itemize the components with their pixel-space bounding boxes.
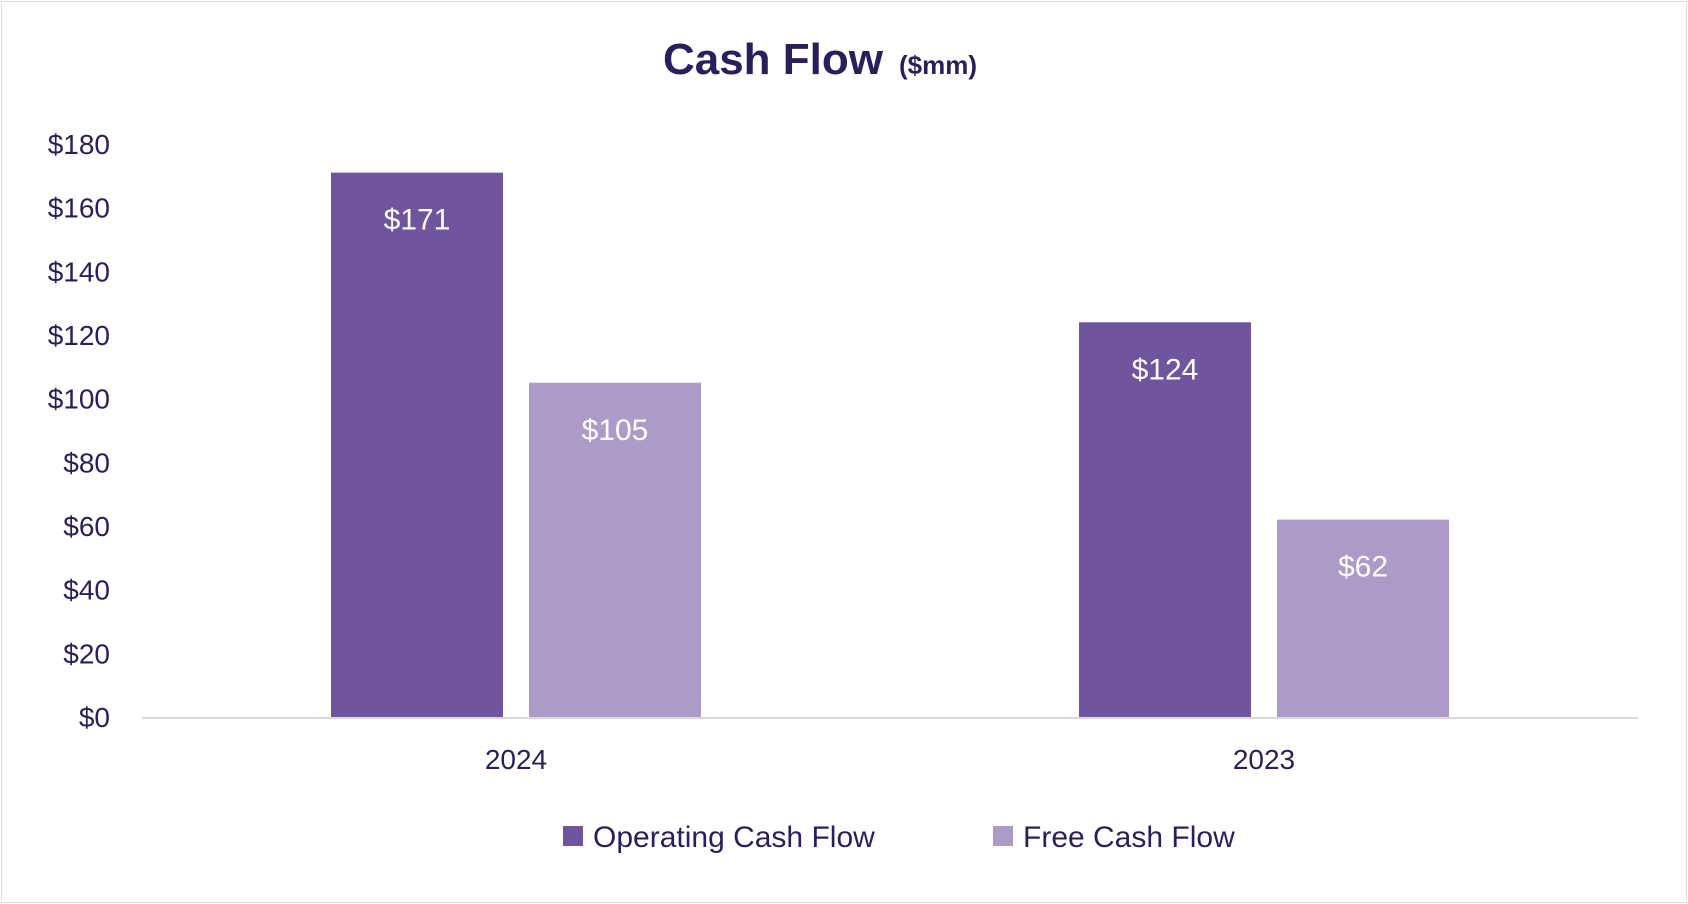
y-tick-label: $120 [48, 320, 110, 351]
y-tick-label: $100 [48, 384, 110, 415]
x-tick-label: 2024 [485, 744, 547, 775]
y-axis: $0 $20 $40 $60 $80 $100 $120 $140 $160 $180 [48, 129, 110, 733]
data-label: $124 [1132, 353, 1199, 386]
legend-label: Free Cash Flow [1023, 821, 1235, 854]
legend: Operating Cash Flow Free Cash Flow [563, 821, 1235, 854]
bars [331, 172, 1449, 717]
data-label: $171 [384, 204, 451, 237]
y-tick-label: $40 [63, 575, 110, 606]
x-tick-label: 2023 [1233, 744, 1295, 775]
y-tick-label: $180 [48, 129, 110, 160]
bar-operating-cash-flow-2024 [331, 172, 503, 717]
chart-title-main: Cash Flow [663, 35, 884, 84]
y-tick-label: $0 [79, 702, 110, 733]
bar-free-cash-flow-2023 [1277, 519, 1449, 717]
legend-swatch [563, 826, 583, 846]
data-label: $62 [1338, 551, 1388, 584]
data-labels: $171 $105 $124 $62 [384, 204, 1388, 584]
legend-label: Operating Cash Flow [593, 821, 875, 854]
y-tick-label: $20 [63, 638, 110, 669]
chart-title-unit: ($mm) [899, 50, 977, 80]
y-tick-label: $60 [63, 511, 110, 542]
x-axis: 2024 2023 [485, 744, 1295, 775]
chart-title: Cash Flow ($mm) [663, 35, 977, 84]
data-label: $105 [582, 414, 649, 447]
y-tick-label: $160 [48, 193, 110, 224]
y-tick-label: $80 [63, 447, 110, 478]
legend-swatch [993, 826, 1013, 846]
bar-operating-cash-flow-2023 [1079, 322, 1251, 717]
bar-free-cash-flow-2024 [529, 382, 701, 717]
y-tick-label: $140 [48, 256, 110, 287]
